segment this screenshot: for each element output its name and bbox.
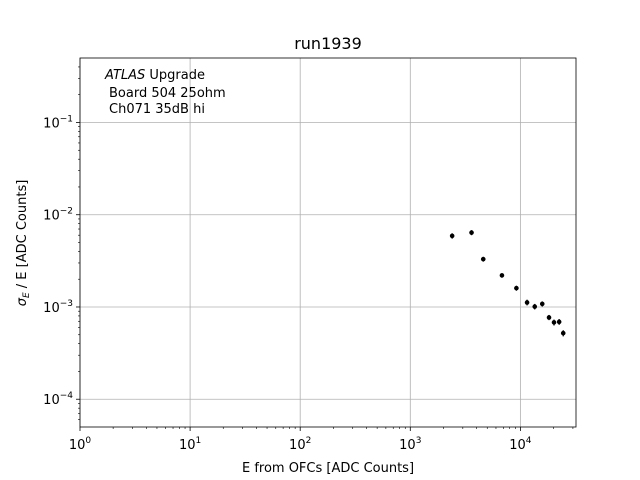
data-point — [449, 233, 455, 239]
data-point — [551, 320, 557, 325]
data-point — [539, 301, 545, 307]
y-axis-label-symbol: σ — [15, 297, 30, 306]
y-axis-label-rest: / E [ADC Counts] — [15, 180, 30, 293]
y-tick-label: 10−1 — [43, 114, 73, 131]
data-point — [499, 273, 505, 278]
y-tick-label: 10−3 — [43, 299, 73, 316]
data-point — [514, 285, 519, 291]
data-point — [532, 304, 538, 309]
data-point — [546, 315, 552, 320]
grid-layer — [79, 58, 576, 427]
x-tick-label: 103 — [399, 436, 421, 453]
x-tick-label: 100 — [69, 436, 92, 453]
annotation-experiment-suffix: Upgrade — [145, 68, 205, 83]
data-point — [556, 319, 562, 325]
annotation-line-3: Ch071 35dB hi — [109, 102, 205, 117]
ticks-layer: 100 101 102 103 104 10−4 10−3 10−2 10−1 — [43, 66, 574, 453]
annotation-line-1: ATLAS Upgrade — [104, 68, 205, 83]
x-axis-label: E from OFCs [ADC Counts] — [242, 461, 414, 476]
data-point — [524, 300, 530, 305]
y-axis-label-subscript: E — [22, 292, 32, 298]
x-tick-label: 102 — [289, 436, 311, 453]
y-axis-label: σE / E [ADC Counts] — [15, 180, 32, 307]
chart-title: run1939 — [294, 34, 362, 53]
x-tick-label: 104 — [509, 436, 532, 453]
points-layer — [449, 230, 566, 337]
y-tick-label: 10−2 — [43, 207, 73, 224]
annotation-line-2: Board 504 25ohm — [109, 86, 226, 101]
annotation-experiment: ATLAS — [104, 68, 145, 83]
x-tick-label: 101 — [179, 436, 201, 453]
data-point — [560, 330, 566, 336]
data-point — [469, 230, 474, 235]
data-point — [480, 256, 486, 262]
y-tick-label: 10−4 — [43, 391, 73, 408]
